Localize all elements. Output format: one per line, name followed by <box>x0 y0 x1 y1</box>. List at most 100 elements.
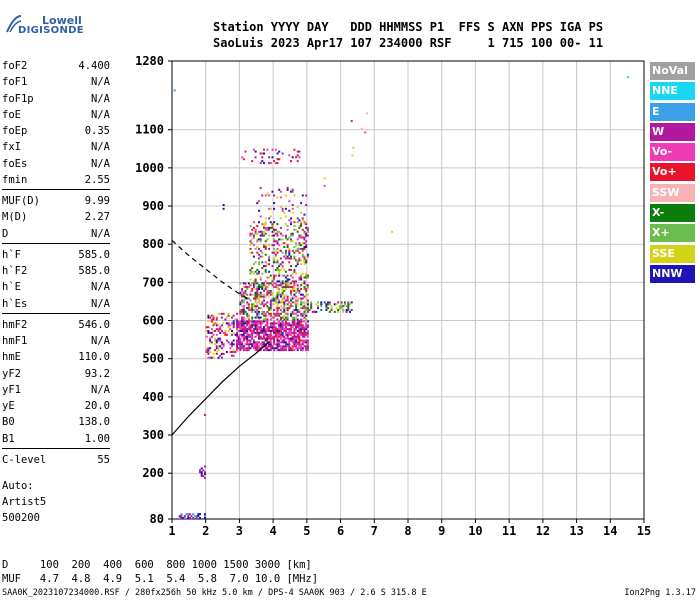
param-row: B1 1.00 <box>2 431 110 447</box>
echo-point <box>268 282 271 285</box>
echo-point <box>244 330 247 332</box>
echo-point <box>273 324 276 327</box>
echo-point <box>258 301 260 304</box>
echo-point <box>259 316 262 319</box>
echo-point <box>306 347 309 350</box>
echo-point <box>315 303 318 306</box>
echo-point <box>258 209 260 212</box>
echo-point <box>258 221 260 224</box>
echo-point <box>295 335 298 338</box>
echo-point <box>256 301 259 304</box>
echo-point <box>271 326 274 329</box>
echo-point <box>215 318 218 321</box>
echo-point <box>295 345 298 348</box>
echo-point <box>288 333 291 336</box>
echo-point <box>242 326 245 329</box>
echo-point <box>290 265 292 268</box>
echo-point <box>291 320 294 323</box>
echo-point <box>254 301 257 304</box>
echo-point <box>288 337 291 340</box>
echo-point <box>305 276 308 279</box>
echo-point <box>259 347 262 350</box>
echo-point <box>249 242 252 245</box>
echo-point <box>303 238 306 241</box>
echo-point <box>291 280 294 283</box>
echo-point <box>278 324 281 327</box>
echo-point <box>264 349 267 352</box>
echo-point <box>261 230 264 233</box>
echo-point <box>252 284 255 287</box>
echo-point <box>364 131 367 134</box>
echo-point <box>283 339 286 342</box>
echo-point <box>306 341 309 344</box>
echo-point <box>259 278 262 281</box>
echo-point <box>188 513 191 516</box>
param-value: 2.55 <box>84 173 110 186</box>
echo-point <box>264 328 267 331</box>
polarization-legend: NoVal NNE E W Vo- Vo+ SSW X- X+ SSE NNW <box>650 62 695 285</box>
echo-point <box>305 244 308 247</box>
echo-point <box>249 320 252 323</box>
echo-point <box>290 339 292 342</box>
echo-point <box>252 343 255 346</box>
echo-point <box>225 351 228 353</box>
echo-point <box>276 312 279 315</box>
echo-point <box>236 343 239 346</box>
param-name: h`Es <box>2 297 28 310</box>
echo-point <box>298 333 301 336</box>
echo-point <box>286 316 289 319</box>
echo-point <box>288 284 291 287</box>
echo-point <box>264 253 267 256</box>
echo-point <box>237 339 240 342</box>
echo-point <box>219 345 222 348</box>
echo-point <box>214 322 217 325</box>
echo-point <box>252 255 255 258</box>
echo-point <box>256 320 259 323</box>
echo-point <box>256 272 259 275</box>
echo-point <box>220 352 223 355</box>
echo-point <box>278 268 281 271</box>
echo-point <box>236 333 239 336</box>
echo-point <box>241 326 244 329</box>
echo-point <box>261 223 264 226</box>
echo-point <box>298 251 301 254</box>
echo-point <box>207 326 210 329</box>
echo-point <box>266 276 269 279</box>
param-row: fxI N/A <box>2 139 110 155</box>
echo-point <box>263 148 265 151</box>
echo-point <box>274 249 277 252</box>
echo-point <box>254 307 257 310</box>
echo-point <box>342 305 345 308</box>
echo-point <box>295 265 298 268</box>
echo-point <box>268 333 271 336</box>
echo-point <box>296 221 299 224</box>
echo-point <box>220 356 223 359</box>
param-row: C-level 55 <box>2 452 110 468</box>
echo-point <box>281 251 284 254</box>
echo-point <box>244 331 247 334</box>
echo-point <box>263 337 265 340</box>
echo-point <box>263 314 265 317</box>
echo-point <box>244 328 247 331</box>
param-row: yF1 N/A <box>2 382 110 398</box>
echo-point <box>296 284 299 287</box>
echo-point <box>264 261 267 264</box>
echo-point <box>251 228 254 231</box>
echo-point <box>279 322 282 325</box>
echo-point <box>222 207 225 210</box>
echo-point <box>288 349 291 352</box>
echo-point <box>342 310 345 313</box>
echo-point <box>209 339 212 342</box>
echo-point <box>251 303 254 306</box>
echo-point <box>276 242 279 245</box>
echo-point <box>251 316 254 319</box>
echo-point <box>317 301 319 304</box>
echo-point <box>296 326 299 329</box>
echo-point <box>320 303 323 306</box>
echo-point <box>276 259 279 262</box>
echo-point <box>261 330 264 332</box>
file-info-line: SAA0K_2023107234000.RSF / 280fx256h 50 k… <box>2 588 427 598</box>
echo-point <box>283 274 286 277</box>
echo-point <box>276 343 279 346</box>
echo-point <box>273 341 276 344</box>
